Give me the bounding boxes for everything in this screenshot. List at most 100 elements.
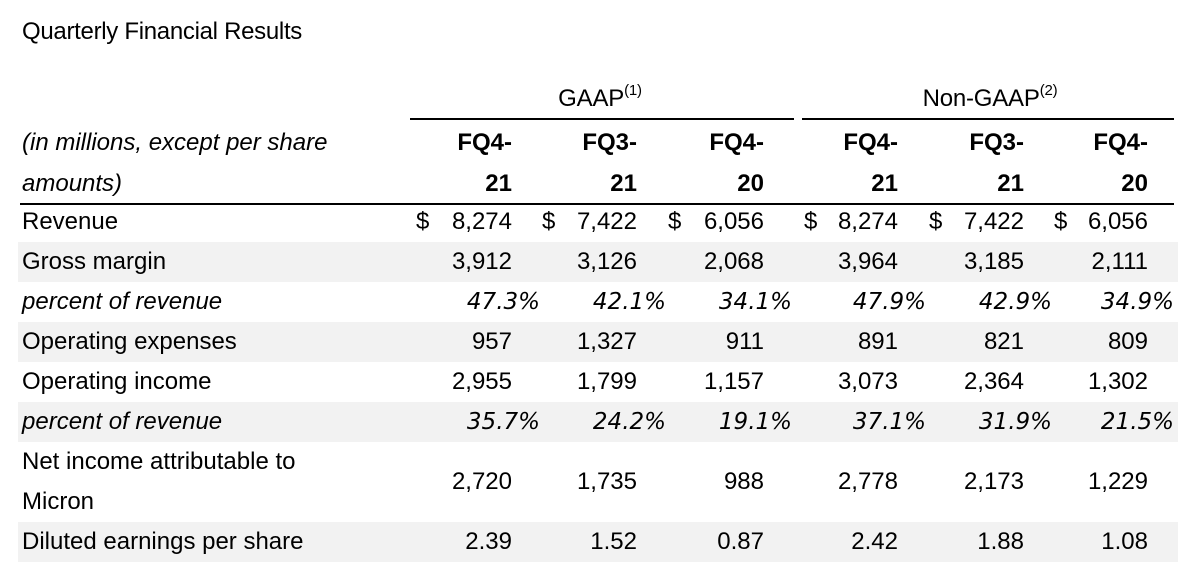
table-row-gross-margin: Gross margin 3,912 3,126 2,068 3,964 3,1… (18, 242, 1178, 282)
row-label: Operating expenses (22, 328, 237, 355)
column-header-line1: FQ3- (582, 129, 637, 156)
table-cell: 1.52 (590, 528, 637, 555)
row-label: Operating income (22, 368, 212, 395)
table-cell: 42.9% (978, 289, 1052, 315)
table-cell: 2.39 (465, 528, 512, 555)
column-header-line2: 21 (485, 170, 512, 197)
row-label-line2: Micron (22, 488, 95, 515)
table-cell: 3,964 (837, 248, 898, 275)
table-cell: 19.1% (718, 409, 792, 435)
table-cell: 3,912 (451, 248, 512, 275)
table-cell: 988 (723, 468, 764, 495)
table-row-net-income: Net income attributable to Micron 2,720 … (18, 442, 1178, 522)
table-cell: 6,056 (703, 208, 764, 235)
table-cell: 821 (983, 328, 1024, 355)
row-label: Revenue (22, 208, 119, 235)
units-label-line2: amounts) (22, 170, 123, 197)
table-cell: 809 (1107, 328, 1148, 355)
column-header-line1: FQ4- (843, 129, 898, 156)
currency-symbol: $ (929, 208, 943, 235)
table-row-diluted-eps: Diluted earnings per share 2.39 1.52 0.8… (18, 522, 1178, 562)
table-cell: 1.08 (1101, 528, 1148, 555)
table-cell: 1,302 (1087, 368, 1148, 395)
table-cell: 957 (471, 328, 512, 355)
table-row-operating-income: Operating income 2,955 1,799 1,157 3,073… (18, 362, 1178, 402)
row-label: percent of revenue (22, 408, 223, 435)
table-row-gross-margin-percent: percent of revenue 47.3% 42.1% 34.1% 47.… (18, 282, 1178, 322)
table-cell: 0.87 (717, 528, 764, 555)
table-cell: 1,327 (576, 328, 637, 355)
table-cell: 3,073 (837, 368, 898, 395)
table-cell: 3,126 (576, 248, 637, 275)
table-cell: 24.2% (592, 409, 666, 435)
group-rule-gaap (410, 118, 794, 120)
group-name: Non-GAAP (922, 85, 1040, 112)
currency-symbol: $ (542, 208, 556, 235)
table-cell: 1,157 (703, 368, 764, 395)
column-header-line2: 20 (737, 170, 764, 197)
table-cell: 1.88 (977, 528, 1024, 555)
table-cell: 21.5% (1100, 409, 1174, 435)
row-label: Diluted earnings per share (22, 528, 304, 555)
footnote-marker: (1) (624, 82, 642, 99)
currency-symbol: $ (668, 208, 682, 235)
column-header: FQ4- 21 (402, 122, 512, 204)
table-cell: 47.9% (852, 289, 926, 315)
table-cell: 34.1% (718, 289, 792, 315)
row-label: Net income attributable to Micron (22, 442, 392, 522)
page-title: Quarterly Financial Results (22, 18, 303, 45)
table-cell: 8,274 (451, 208, 512, 235)
table-cell: 3,185 (963, 248, 1024, 275)
column-header-line2: 21 (610, 170, 637, 197)
table-row-operating-income-percent: percent of revenue 35.7% 24.2% 19.1% 37.… (18, 402, 1178, 442)
table-cell: 1,229 (1087, 468, 1148, 495)
group-name: GAAP (558, 85, 625, 112)
column-header-line1: FQ4- (1093, 129, 1148, 156)
units-label: (in millions, except per share amounts) (22, 122, 392, 204)
row-label: Gross margin (22, 248, 167, 275)
units-label-line1: (in millions, except per share (22, 129, 328, 156)
group-header-non-gaap: Non-GAAP(2) (800, 82, 1180, 113)
column-header: FQ4- 20 (654, 122, 764, 204)
column-header: FQ4- 20 (1038, 122, 1148, 204)
table-cell: 2,720 (451, 468, 512, 495)
group-header-gaap: GAAP(1) (410, 82, 790, 113)
table-cell: 891 (857, 328, 898, 355)
column-header-line2: 20 (1121, 170, 1148, 197)
table-cell: 2,068 (703, 248, 764, 275)
table-cell: 35.7% (466, 409, 540, 435)
table-cell: 37.1% (852, 409, 926, 435)
table-row-operating-expenses: Operating expenses 957 1,327 911 891 821… (18, 322, 1178, 362)
column-header-line1: FQ4- (457, 129, 512, 156)
column-header-line2: 21 (871, 170, 898, 197)
row-label: percent of revenue (22, 288, 223, 315)
table-cell: 31.9% (978, 409, 1052, 435)
table-cell: 42.1% (592, 289, 666, 315)
currency-symbol: $ (416, 208, 430, 235)
table-cell: 2,778 (837, 468, 898, 495)
table-cell: 8,274 (837, 208, 898, 235)
table-cell: 911 (725, 328, 764, 355)
column-header: FQ4- 21 (788, 122, 898, 204)
table-cell: 7,422 (576, 208, 637, 235)
group-rule-non-gaap (802, 118, 1174, 120)
column-header-line1: FQ4- (709, 129, 764, 156)
table-cell: 47.3% (466, 289, 540, 315)
table-cell: 2.42 (851, 528, 898, 555)
currency-symbol: $ (804, 208, 818, 235)
column-header-line2: 21 (997, 170, 1024, 197)
column-header: FQ3- 21 (914, 122, 1024, 204)
row-label-line1: Net income attributable to (22, 448, 296, 475)
table-cell: 34.9% (1100, 289, 1174, 315)
column-header-line1: FQ3- (969, 129, 1024, 156)
table-row-revenue: Revenue $ 8,274 $ 7,422 $ 6,056 $ 8,274 … (18, 202, 1178, 242)
currency-symbol: $ (1054, 208, 1068, 235)
column-header: FQ3- 21 (527, 122, 637, 204)
table-cell: 2,364 (963, 368, 1024, 395)
header-rule (20, 203, 1174, 205)
footnote-marker: (2) (1039, 82, 1058, 99)
table-cell: 6,056 (1087, 208, 1148, 235)
table-cell: 2,955 (451, 368, 512, 395)
table-cell: 7,422 (963, 208, 1024, 235)
table-cell: 2,173 (963, 468, 1024, 495)
